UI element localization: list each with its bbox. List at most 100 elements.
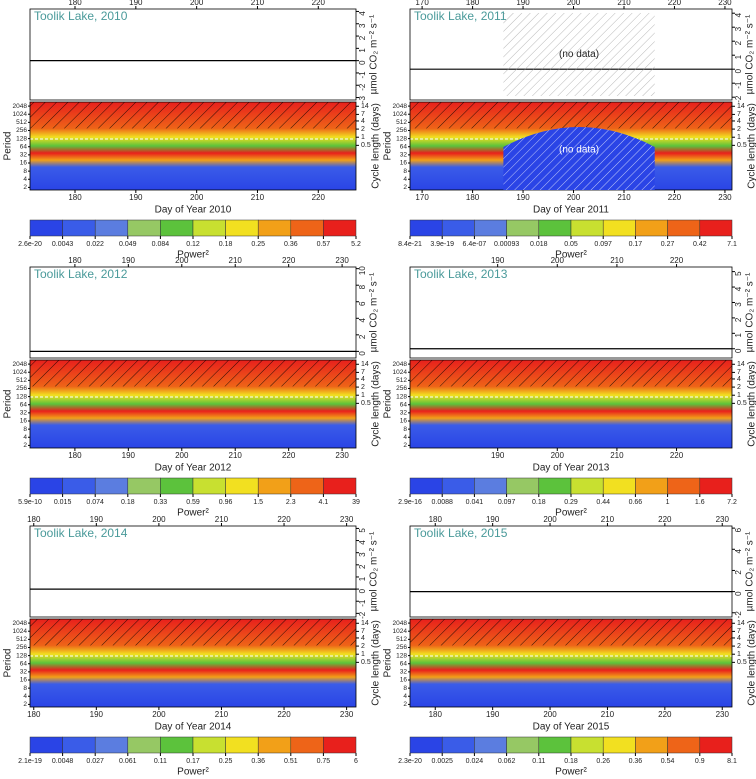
series-frame — [29, 8, 357, 101]
period-tick-label: 2 — [23, 701, 27, 708]
colorbar-box — [699, 219, 733, 237]
period-tick-label: 8 — [403, 168, 407, 175]
colorbar-tick-label: 0.18 — [219, 241, 233, 248]
period-tick-label: 64 — [400, 660, 408, 667]
y-tick-label: 0 — [734, 68, 743, 73]
wavelet-frame — [29, 101, 357, 191]
y-tick-label: 2 — [358, 334, 367, 339]
colorbar-box — [29, 736, 63, 754]
colorbar-tick-label: 0.36 — [251, 758, 265, 765]
colorbar-box — [602, 736, 636, 754]
colorbar-tick-label: 0.018 — [530, 241, 548, 248]
x-tick-label: 220 — [668, 193, 682, 202]
no-data-hatch — [503, 127, 655, 190]
x-tick-label: 190 — [491, 451, 505, 460]
annotation: (no data) — [559, 49, 599, 60]
colorbar-tick-label: 0.96 — [219, 499, 233, 506]
period-tick-label: 16 — [400, 677, 408, 684]
x-tick-label-top: 190 — [491, 256, 505, 265]
x-tick-label: 180 — [429, 710, 443, 719]
x-tick-label-top: 210 — [229, 256, 243, 265]
panel-title: Toolik Lake, 2013 — [414, 267, 508, 281]
colorbar-tick-label: 4.1 — [319, 499, 329, 506]
colorbar-box — [225, 736, 259, 754]
cycle-tick-label: 0.5 — [361, 142, 371, 149]
colorbar-box — [323, 736, 357, 754]
colorbar-box — [160, 736, 194, 754]
wavelet-frame — [29, 618, 357, 708]
x-tick-label: 190 — [90, 710, 104, 719]
x-tick-label-top: 190 — [516, 0, 530, 7]
x-tick-label-top: 190 — [486, 515, 500, 524]
cycle-tick-label: 7 — [737, 369, 741, 376]
colorbar-box — [94, 736, 129, 754]
period-tick-label: 2048 — [393, 361, 408, 368]
y-tick-label: 2 — [734, 570, 743, 575]
colorbar-box — [225, 219, 259, 237]
cycle-tick-label: 14 — [737, 361, 745, 368]
x-tick-label-top: 220 — [658, 515, 672, 524]
colorbar-box — [257, 219, 292, 237]
cone-hatch — [410, 102, 732, 129]
colorbar-box — [94, 477, 129, 495]
y-tick-label: 6 — [734, 527, 743, 532]
period-tick-label: 32 — [400, 410, 408, 417]
colorbar-tick-label: 0.57 — [317, 241, 331, 248]
colorbar-tick-label: 0.097 — [498, 499, 516, 506]
x-tick-label-top: 220 — [277, 515, 291, 524]
colorbar-tick-label: 0.074 — [86, 499, 104, 506]
colorbar-box — [62, 736, 96, 754]
colorbar-tick-label: 2.1e-19 — [18, 758, 42, 765]
x-tick-label-top: 210 — [610, 256, 624, 265]
x-tick-label: 220 — [277, 710, 291, 719]
x-tick-label: 210 — [251, 193, 265, 202]
colorbar-tick-label: 0.36 — [284, 241, 298, 248]
colorbar-tick-label: 0.084 — [152, 241, 170, 248]
colorbar-label: Power² — [177, 767, 209, 778]
x-tick-label: 170 — [415, 193, 429, 202]
cycle-tick-label: 1 — [361, 651, 365, 658]
cycle-label: Cycle length (days) — [371, 361, 382, 447]
period-tick-label: 16 — [400, 160, 408, 167]
cycle-tick-label: 0.5 — [361, 400, 371, 407]
colorbar-tick-label: 0.29 — [564, 499, 578, 506]
y-tick-label: 10 — [358, 266, 367, 275]
period-tick-label: 16 — [20, 418, 28, 425]
x-tick-label-top: 210 — [601, 515, 615, 524]
x-tick-label-top: 220 — [312, 0, 326, 7]
period-tick-label: 64 — [400, 401, 408, 408]
x-tick-label-top: 180 — [466, 0, 480, 7]
colorbar-tick-label: 0.049 — [119, 241, 137, 248]
colorbar-box — [635, 477, 668, 495]
period-tick-label: 2 — [23, 184, 27, 191]
x-tick-label-top: 210 — [251, 0, 265, 7]
colorbar-box — [290, 219, 324, 237]
period-tick-label: 256 — [396, 127, 407, 134]
colorbar-box — [192, 219, 226, 237]
colorbar-tick-label: 0.9 — [695, 758, 705, 765]
colorbar-box — [699, 736, 733, 754]
colorbar-box — [323, 219, 357, 237]
colorbar-tick-label: 0.11 — [532, 758, 545, 765]
colorbar-tick-label: 0.18 — [532, 499, 546, 506]
cone-hatch — [410, 619, 732, 646]
wavelet-frame — [409, 359, 733, 449]
period-tick-label: 128 — [16, 652, 27, 659]
y-axis-label: µmol CO₂ m⁻² s⁻¹ — [745, 14, 756, 94]
cycle-tick-label: 2 — [361, 126, 365, 133]
colorbar-box — [474, 736, 507, 754]
y-tick-label: 0 — [734, 591, 743, 596]
y-tick-label: -2 — [358, 83, 367, 91]
x-tick-label: 180 — [68, 193, 82, 202]
period-tick-label: 16 — [20, 677, 28, 684]
cycle-tick-label: 4 — [737, 118, 741, 125]
x-tick-label: 230 — [716, 710, 730, 719]
colorbar-tick-label: 2.9e-16 — [398, 499, 422, 506]
x-tick-label-top: 230 — [718, 0, 732, 7]
x-tick-label: 210 — [601, 710, 615, 719]
colorbar-label: Power² — [555, 250, 587, 261]
colorbar-box — [127, 477, 161, 495]
colorbar-tick-label: 7.1 — [727, 241, 737, 248]
period-label: Period — [3, 390, 14, 419]
colorbar-box — [667, 219, 701, 237]
